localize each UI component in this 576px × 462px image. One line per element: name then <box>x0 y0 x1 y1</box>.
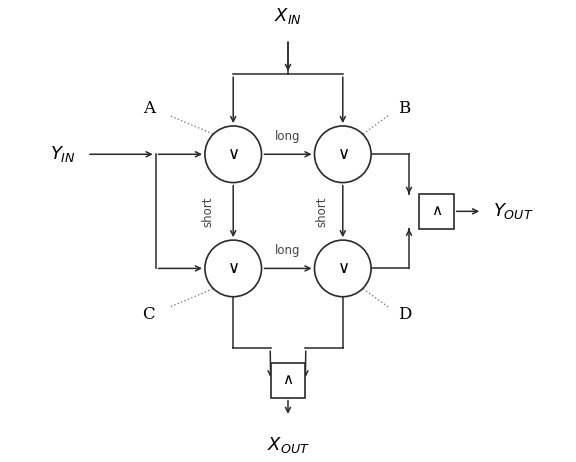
Text: $\vee$: $\vee$ <box>337 260 349 277</box>
Circle shape <box>314 126 371 182</box>
Text: $\wedge$: $\wedge$ <box>282 373 294 387</box>
Text: $X_{OUT}$: $X_{OUT}$ <box>267 435 309 455</box>
Text: short: short <box>316 196 329 226</box>
Text: $Y_{OUT}$: $Y_{OUT}$ <box>494 201 534 221</box>
Text: A: A <box>143 100 155 117</box>
Circle shape <box>314 240 371 297</box>
Text: long: long <box>275 244 301 257</box>
FancyBboxPatch shape <box>419 194 454 229</box>
Text: C: C <box>142 305 155 322</box>
Text: long: long <box>275 130 301 143</box>
Text: $\wedge$: $\wedge$ <box>431 204 442 219</box>
Text: $\vee$: $\vee$ <box>337 146 349 163</box>
Text: $\vee$: $\vee$ <box>227 146 239 163</box>
Circle shape <box>205 240 262 297</box>
Text: $Y_{IN}$: $Y_{IN}$ <box>50 144 75 164</box>
FancyBboxPatch shape <box>271 363 305 398</box>
Text: D: D <box>398 305 411 322</box>
Circle shape <box>205 126 262 182</box>
Text: $\vee$: $\vee$ <box>227 260 239 277</box>
Text: B: B <box>398 100 411 117</box>
Text: short: short <box>202 196 215 226</box>
Text: $X_{IN}$: $X_{IN}$ <box>274 6 302 26</box>
